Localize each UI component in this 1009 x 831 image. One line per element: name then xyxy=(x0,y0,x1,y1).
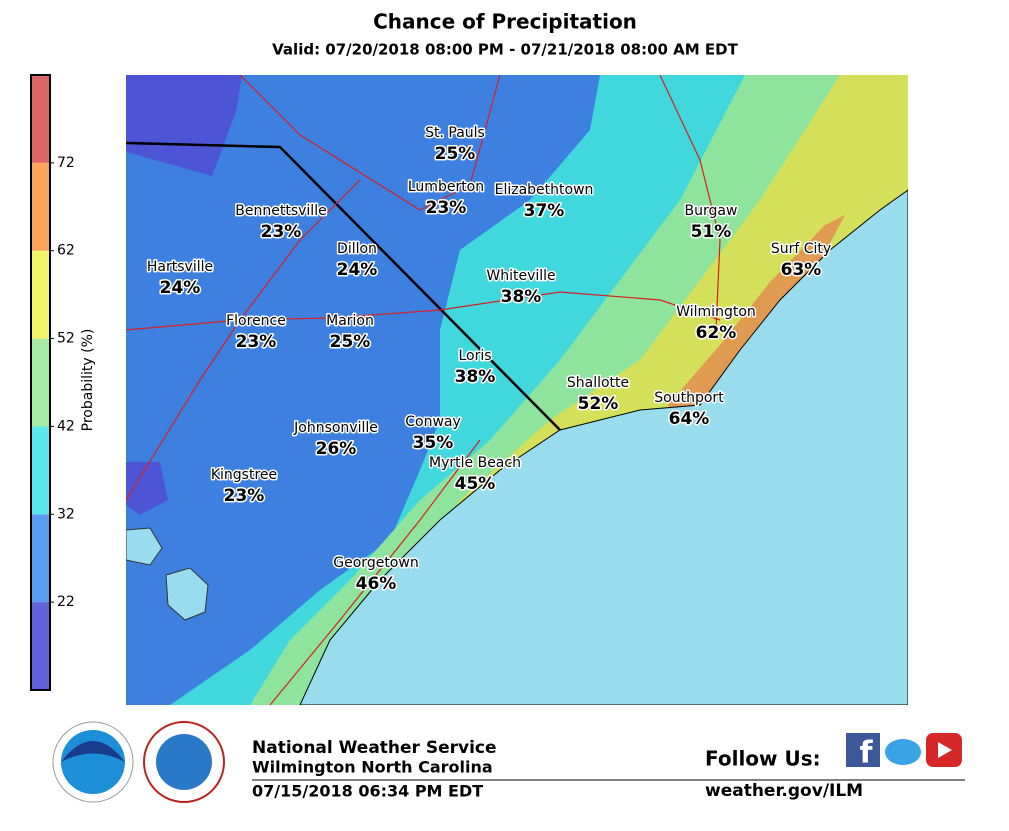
colorbar-tick-label: 22 xyxy=(57,594,75,610)
city-name: Kingstree xyxy=(211,467,277,483)
facebook-icon: f xyxy=(859,736,873,771)
footer: National Weather Service Wilmington Nort… xyxy=(52,721,965,803)
city-probability: 25% xyxy=(330,332,371,352)
colorbar-band xyxy=(31,75,50,163)
city-probability: 23% xyxy=(261,222,302,242)
city-probability: 62% xyxy=(696,323,737,343)
colorbar-label: Probability (%) xyxy=(80,329,96,432)
city-name: Marion xyxy=(326,313,374,329)
city-probability: 64% xyxy=(669,409,710,429)
colorbar-band xyxy=(31,426,50,515)
city-name: Georgetown xyxy=(333,555,418,571)
noaa-logo xyxy=(61,741,125,762)
city-probability: 25% xyxy=(435,144,476,164)
city-probability: 23% xyxy=(236,332,277,352)
subtitle: Valid: 07/20/2018 08:00 PM - 07/21/2018 … xyxy=(272,41,738,59)
city-name: Hartsville xyxy=(147,259,213,275)
city-name: Wilmington xyxy=(676,304,756,320)
lake xyxy=(165,567,209,621)
issued: 07/15/2018 06:34 PM EDT xyxy=(252,782,483,801)
lake xyxy=(126,527,163,566)
state-line xyxy=(126,141,561,431)
city-name: Elizabethtown xyxy=(495,182,594,198)
follow-us: Follow Us: xyxy=(705,747,821,771)
twitter-icon[interactable] xyxy=(885,739,921,765)
colorbar-tick-label: 62 xyxy=(57,243,75,259)
colorbar-tick-label: 72 xyxy=(57,155,75,171)
map xyxy=(126,75,908,705)
city-name: Conway xyxy=(405,414,461,430)
city-name: Dillon xyxy=(337,241,377,257)
city-probability: 38% xyxy=(501,287,542,307)
city-probability: 35% xyxy=(413,433,454,453)
zone-purple xyxy=(126,75,242,176)
colorbar-band xyxy=(31,514,50,603)
city-name: Bennettsville xyxy=(235,203,326,219)
youtube-icon xyxy=(938,742,952,758)
city-probability: 52% xyxy=(578,394,619,414)
city-probability: 51% xyxy=(691,222,732,242)
colorbar-band xyxy=(31,602,50,690)
location: Wilmington North Carolina xyxy=(252,758,493,777)
city-probability: 63% xyxy=(781,260,822,280)
city-name: Shallotte xyxy=(567,375,629,391)
colorbar-band xyxy=(31,338,50,427)
city-name: Burgaw xyxy=(685,203,738,219)
title: Chance of Precipitation xyxy=(373,10,637,34)
colorbar-tick-label: 32 xyxy=(57,506,75,522)
url: weather.gov/ILM xyxy=(705,781,863,801)
city-probability: 45% xyxy=(455,474,496,494)
noaa-logo xyxy=(61,730,125,794)
city-name: St. Pauls xyxy=(425,125,485,141)
highway xyxy=(659,75,721,331)
colorbar-tick-label: 42 xyxy=(57,418,75,434)
facebook-icon[interactable] xyxy=(846,733,880,767)
city-probability: 23% xyxy=(224,486,265,506)
highway xyxy=(126,179,361,501)
city-probability: 38% xyxy=(455,367,496,387)
colorbar-band xyxy=(31,162,50,251)
city-probability: 23% xyxy=(426,198,467,218)
city-name: Florence xyxy=(226,313,286,329)
highway xyxy=(239,75,501,211)
office: National Weather Service xyxy=(252,738,497,758)
city-probability: 26% xyxy=(316,439,357,459)
city-name: Loris xyxy=(458,348,491,364)
city-name: Surf City xyxy=(771,241,831,257)
city-name: Whiteville xyxy=(486,268,555,284)
highway xyxy=(269,439,481,705)
city-probability: 37% xyxy=(524,201,565,221)
city-name: Myrtle Beach xyxy=(429,455,521,471)
city-name: Lumberton xyxy=(408,179,484,195)
city-probability: 24% xyxy=(337,260,378,280)
city-probability: 46% xyxy=(356,574,397,594)
city-probability: 24% xyxy=(160,278,201,298)
zone-purple xyxy=(126,462,168,515)
city-name: Southport xyxy=(654,390,724,406)
colorbar-band xyxy=(31,250,50,339)
nws-logo xyxy=(156,734,212,790)
zone-60s xyxy=(668,215,845,425)
colorbar-tick-label: 52 xyxy=(57,331,75,347)
city-name: Johnsonville xyxy=(293,420,378,436)
colorbar-frame xyxy=(30,74,51,691)
